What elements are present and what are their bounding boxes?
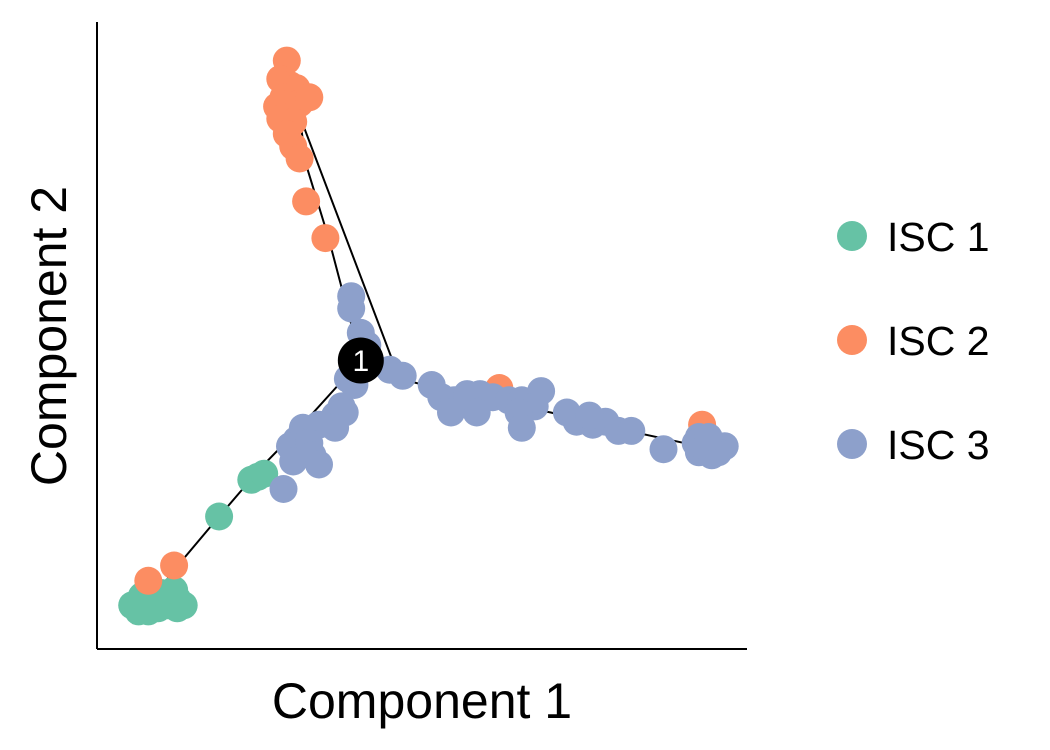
point-isc-2: [134, 566, 163, 595]
point-isc-3: [575, 401, 604, 430]
point-isc-2: [311, 224, 340, 253]
x-axis-title: Component 1: [272, 673, 572, 729]
point-isc-2: [160, 551, 189, 580]
legend-label-isc-2: ISC 2: [887, 318, 990, 364]
point-isc-2: [285, 144, 314, 173]
y-axis-title: Component 2: [21, 186, 77, 486]
point-isc-3: [279, 447, 308, 476]
point-isc-1: [250, 459, 279, 488]
branch-node-marker: [337, 337, 384, 384]
point-isc-1: [205, 502, 234, 531]
legend-label-isc-3: ISC 3: [887, 422, 990, 468]
point-isc-3: [507, 413, 536, 442]
point-isc-3: [437, 398, 465, 427]
point-isc-3: [694, 423, 723, 451]
point-isc-2: [295, 83, 324, 112]
point-isc-2: [292, 187, 321, 216]
branch-node-label: 1: [352, 345, 369, 378]
point-isc-3: [269, 475, 298, 503]
point-isc-3: [337, 294, 366, 323]
point-isc-3: [305, 450, 333, 479]
data-points: [118, 46, 739, 626]
legend-label-isc-1: ISC 1: [887, 214, 990, 260]
point-isc-3: [617, 416, 646, 445]
point-isc-3: [462, 398, 491, 427]
legend-marker-isc-2: [837, 325, 867, 355]
branch-node: 1: [337, 337, 384, 384]
legend-marker-isc-3: [837, 429, 867, 459]
legend: ISC 1 ISC 2 ISC 3: [837, 214, 990, 468]
point-isc-1: [160, 576, 189, 604]
trajectory-line: [131, 115, 700, 625]
point-isc-3: [649, 435, 678, 464]
point-isc-3: [388, 361, 417, 390]
legend-marker-isc-1: [837, 221, 867, 251]
